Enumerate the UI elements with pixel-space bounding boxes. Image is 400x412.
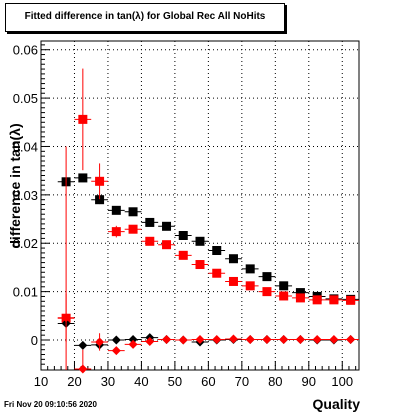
- x-tick-label: 40: [134, 374, 148, 389]
- y-tick-label: 0.06: [13, 43, 38, 58]
- data-point: [295, 335, 305, 345]
- data-point: [162, 335, 172, 345]
- x-tick-label: 50: [168, 374, 182, 389]
- data-point: [178, 230, 188, 240]
- data-point: [228, 334, 238, 344]
- data-point: [111, 335, 121, 345]
- data-point: [95, 176, 105, 186]
- x-tick-label: 70: [235, 374, 249, 389]
- series-4: [57, 293, 359, 374]
- data-point: [95, 195, 105, 205]
- data-marks: [57, 68, 359, 374]
- data-point: [78, 340, 88, 350]
- data-point: [346, 335, 356, 345]
- x-tick-label: 80: [268, 374, 282, 389]
- axis-ticks: [40, 44, 357, 370]
- data-point: [245, 281, 255, 291]
- data-point: [195, 236, 205, 246]
- data-point: [195, 335, 205, 345]
- timestamp-footer: Fri Nov 20 09:10:56 2020: [4, 400, 97, 409]
- data-point: [245, 264, 255, 274]
- data-point: [128, 335, 138, 345]
- data-point: [245, 335, 255, 345]
- x-tick-label: 60: [201, 374, 215, 389]
- data-point: [128, 224, 138, 234]
- y-tick-label: 0.03: [13, 188, 38, 203]
- data-point: [329, 295, 339, 305]
- x-tick-label: 20: [67, 374, 81, 389]
- data-point: [262, 287, 272, 297]
- data-point: [212, 245, 222, 255]
- y-tick-label: 0.05: [13, 91, 38, 106]
- data-point: [312, 295, 322, 305]
- data-point: [262, 335, 272, 345]
- data-point: [279, 291, 289, 301]
- data-point: [128, 207, 138, 217]
- data-point: [78, 173, 88, 183]
- chart-title-box: Fitted difference in tan(λ) for Global R…: [5, 3, 285, 32]
- data-point: [295, 288, 305, 298]
- data-point: [212, 268, 222, 278]
- data-point: [329, 335, 339, 345]
- x-tick-label: 100: [331, 374, 353, 389]
- data-point: [111, 346, 121, 356]
- data-point: [128, 339, 138, 349]
- x-tick-label: 10: [34, 374, 48, 389]
- data-point: [95, 337, 105, 347]
- data-point: [212, 335, 222, 345]
- data-point: [145, 217, 155, 227]
- data-point: [111, 227, 121, 237]
- data-point: [162, 221, 172, 231]
- y-tick-label: 0.01: [13, 285, 38, 300]
- y-tick-label: 0.02: [13, 236, 38, 251]
- y-tick-label: 0: [31, 333, 38, 348]
- grid: [40, 41, 359, 370]
- y-tick-label: 0.04: [13, 139, 38, 154]
- chart-title: Fitted difference in tan(λ) for Global R…: [24, 11, 266, 22]
- data-point: [228, 254, 238, 264]
- data-point: [78, 364, 88, 374]
- data-point: [178, 250, 188, 260]
- data-point: [312, 335, 322, 345]
- data-point: [111, 205, 121, 215]
- data-point: [162, 240, 172, 250]
- data-point: [195, 260, 205, 270]
- data-point: [279, 281, 289, 291]
- data-point: [228, 276, 238, 286]
- data-point: [262, 272, 272, 282]
- data-point: [346, 295, 356, 305]
- data-point: [61, 313, 71, 323]
- data-point: [145, 336, 155, 346]
- data-point: [145, 236, 155, 246]
- axis-tick-labels: 10 20 30 40 50 60 70 80 90 100 0 0.01 0.02 0.03 0.04 0.…: [13, 43, 353, 389]
- x-tick-label: 90: [302, 374, 316, 389]
- data-point: [295, 293, 305, 303]
- x-axis-label: Quality: [313, 396, 361, 412]
- data-point: [78, 114, 88, 124]
- plot-frame: [40, 40, 360, 371]
- x-tick-label: 30: [101, 374, 115, 389]
- data-point: [178, 335, 188, 345]
- data-point: [279, 335, 289, 345]
- y-axis-label: difference in tan(λ): [7, 123, 23, 248]
